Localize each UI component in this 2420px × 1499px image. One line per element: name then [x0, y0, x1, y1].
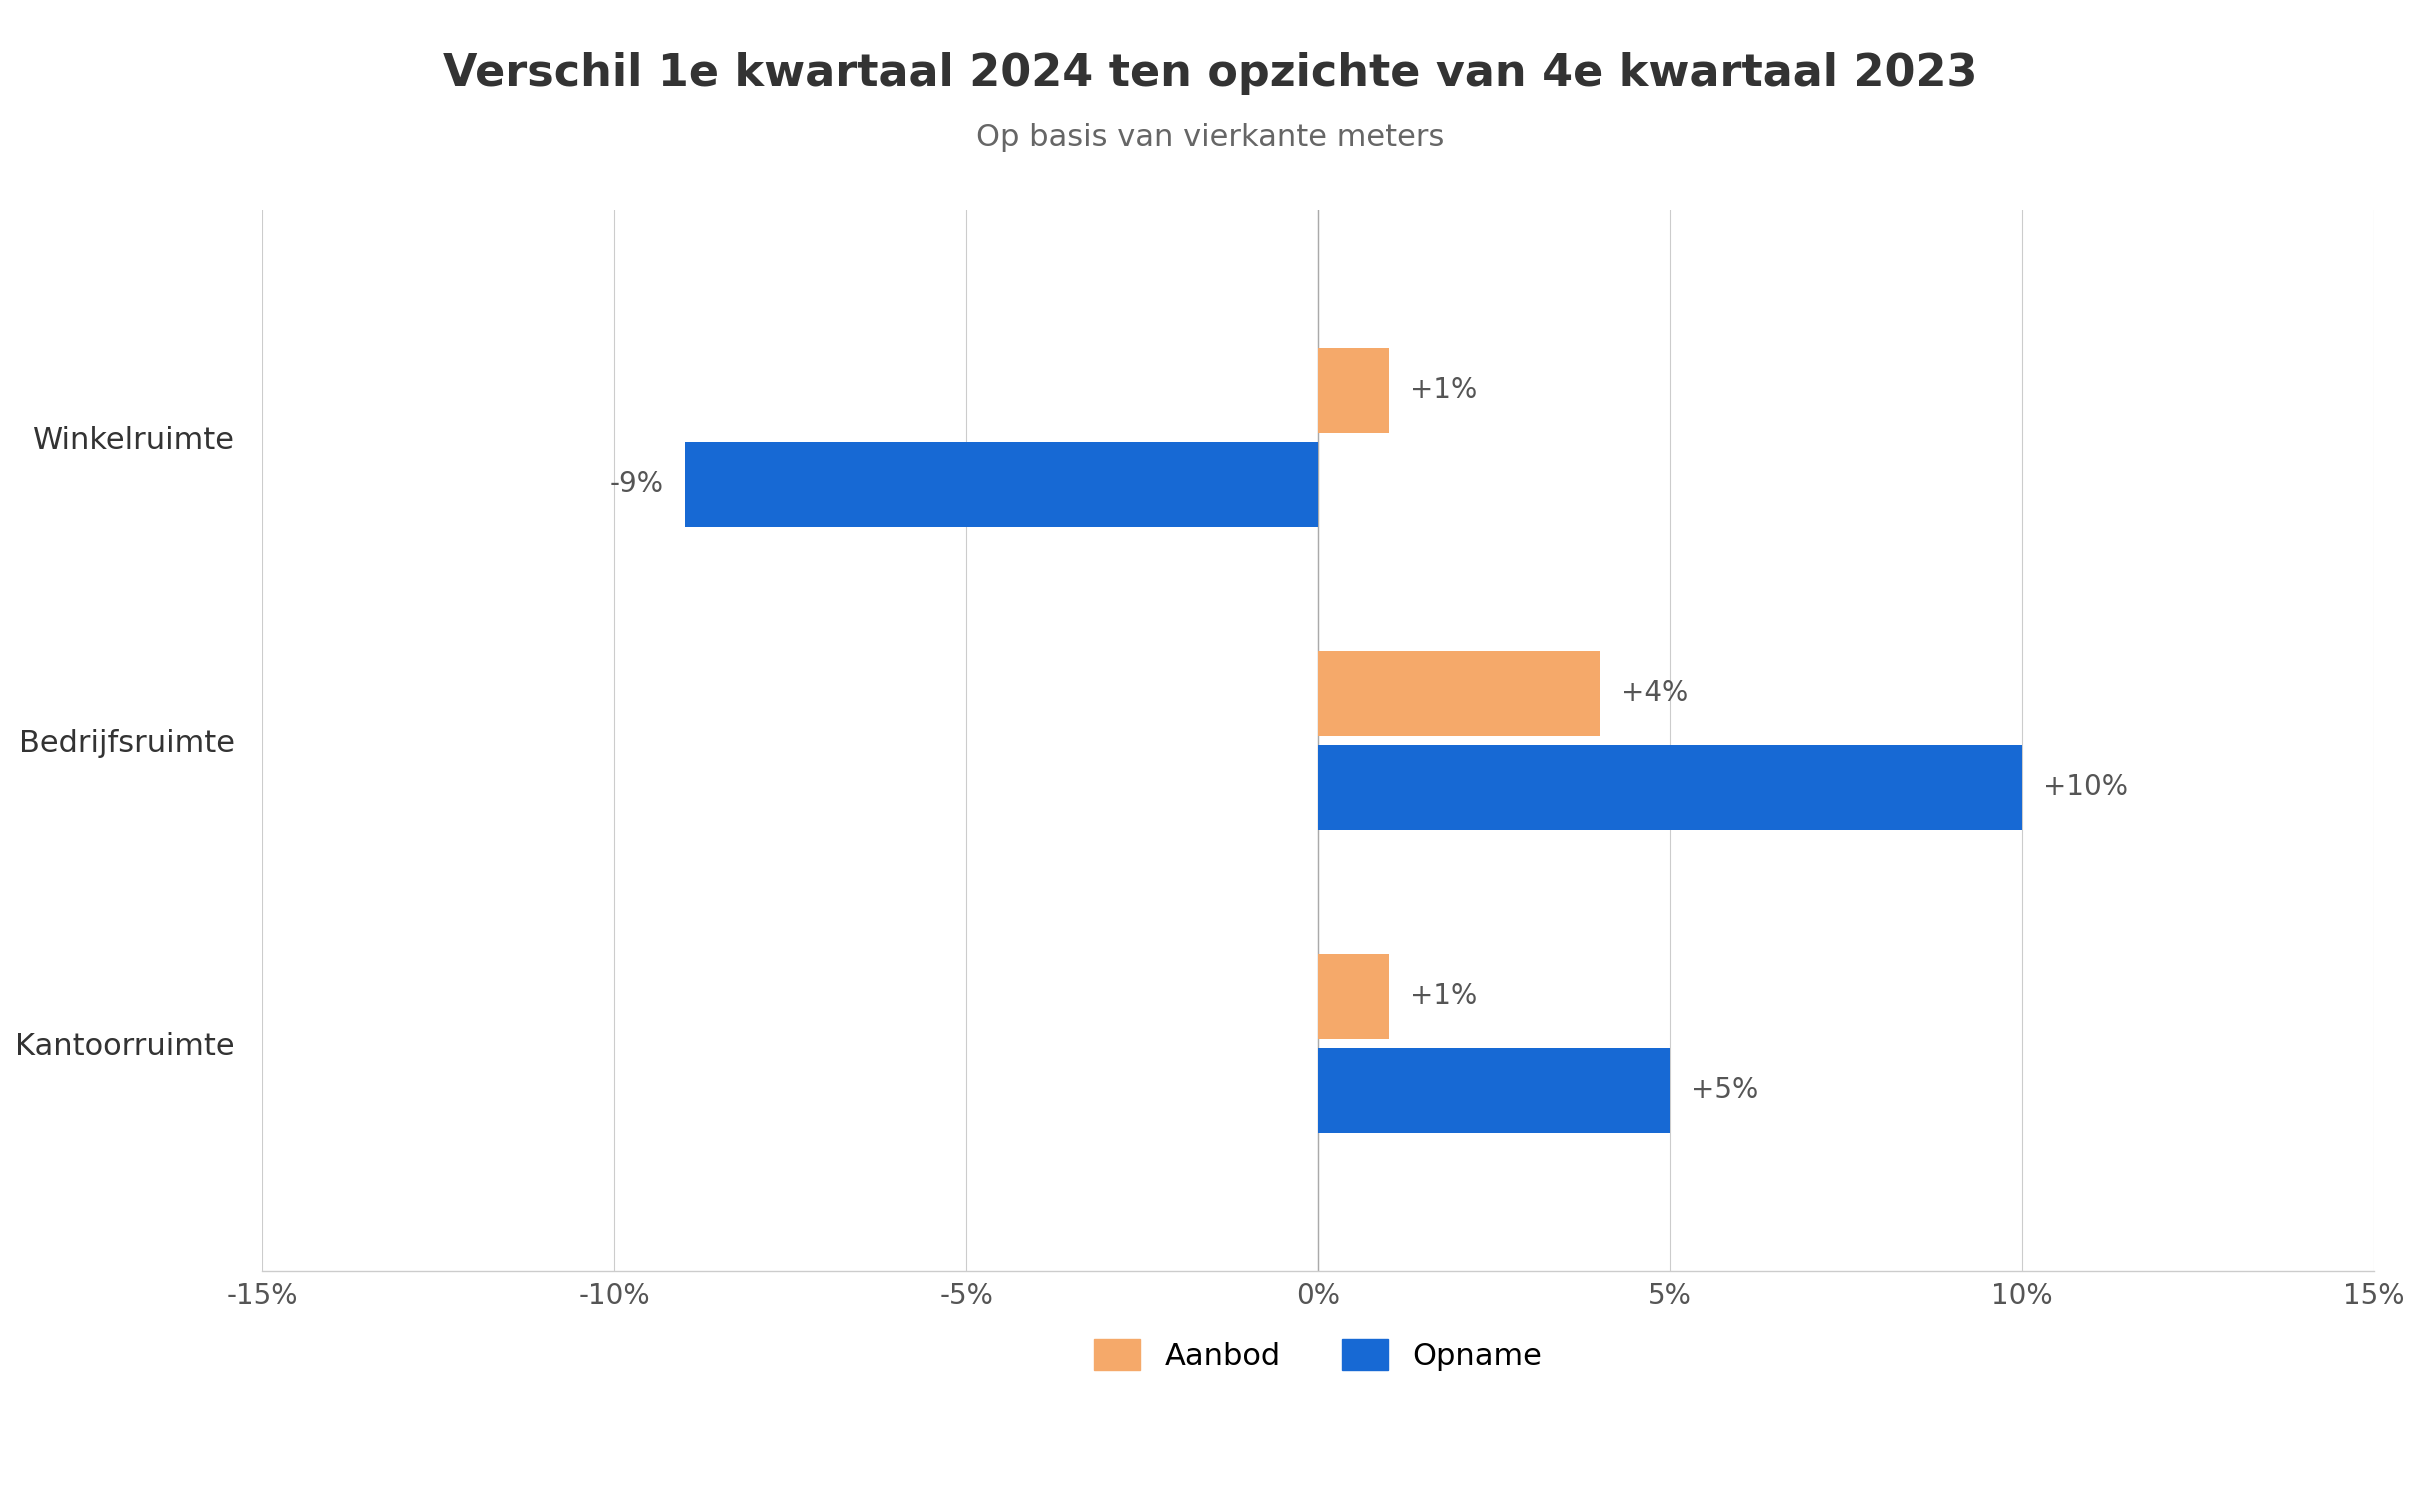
Legend: Aanbod, Opname: Aanbod, Opname: [1082, 1327, 1554, 1384]
Text: +10%: +10%: [2042, 773, 2130, 802]
Text: Op basis van vierkante meters: Op basis van vierkante meters: [975, 123, 1445, 151]
Bar: [1319, 348, 1389, 433]
Bar: [1319, 745, 2023, 830]
Bar: [1319, 1048, 1670, 1133]
Text: Verschil 1e kwartaal 2024 ten opzichte van 4e kwartaal 2023: Verschil 1e kwartaal 2024 ten opzichte v…: [443, 52, 1977, 96]
Text: +1%: +1%: [1411, 982, 1476, 1010]
Bar: [1319, 953, 1389, 1039]
Bar: [685, 442, 1319, 526]
Text: +1%: +1%: [1411, 376, 1476, 405]
Text: +4%: +4%: [1621, 679, 1689, 708]
Bar: [1319, 651, 1600, 736]
Text: -9%: -9%: [610, 471, 663, 498]
Text: +5%: +5%: [1692, 1076, 1759, 1105]
